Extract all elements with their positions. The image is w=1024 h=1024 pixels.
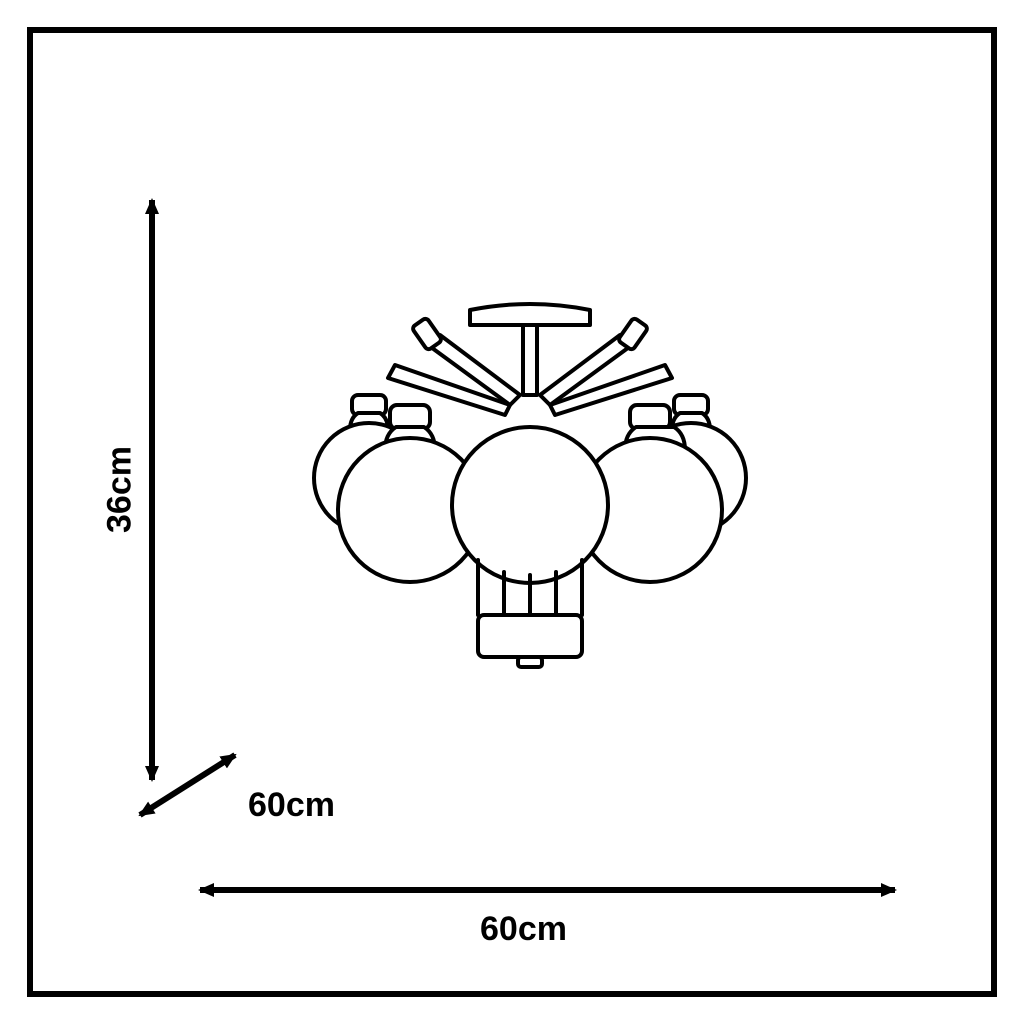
width-label: 60cm [480, 910, 567, 949]
dimension-diagram: 36cm 60cm 60cm [0, 0, 1024, 1024]
diagram-svg [0, 0, 1024, 1024]
height-label: 36cm [101, 440, 140, 540]
depth-label: 60cm [248, 786, 335, 825]
product-outline [314, 304, 746, 667]
